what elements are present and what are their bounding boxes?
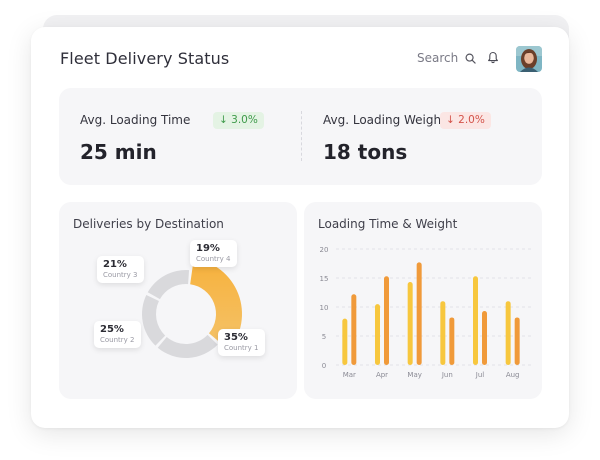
segment-percent: 21% (103, 259, 127, 270)
donut-segment-country-2[interactable] (157, 334, 218, 358)
dashboard-card: Fleet Delivery Status Search Avg. Loadin… (31, 27, 569, 428)
stat-loading-weight-value: 18 tons (323, 140, 408, 164)
page-title: Fleet Delivery Status (60, 49, 230, 68)
stat-loading-time-label: Avg. Loading Time (80, 113, 191, 127)
segment-percent: 19% (196, 243, 220, 254)
bell-icon[interactable] (487, 51, 499, 64)
segment-label-country-1: 35% Country 1 (218, 329, 265, 356)
bar-aug-series-1[interactable] (505, 301, 511, 365)
chart-title: Loading Time & Weight (318, 217, 458, 231)
bar-jun-series-1[interactable] (440, 301, 446, 365)
destination-title: Deliveries by Destination (73, 217, 224, 231)
segment-percent: 25% (100, 324, 124, 335)
x-tick-label: Aug (506, 371, 520, 379)
x-tick-label: May (407, 371, 421, 379)
bar-jun-series-2[interactable] (449, 317, 455, 365)
stat-loading-time-value: 25 min (80, 140, 157, 164)
segment-label-country-3: 21% Country 3 (97, 256, 144, 283)
loading-chart-panel: Loading Time & Weight 0 5 10 15 20 Mar Apr May J… (304, 202, 542, 399)
donut-chart (141, 258, 243, 358)
avatar-icon (516, 46, 542, 72)
segment-country: Country 4 (196, 255, 231, 263)
bar-apr-series-1[interactable] (375, 304, 380, 365)
x-tick-label: Mar (343, 371, 356, 379)
bar-chart: 0 5 10 15 20 Mar Apr May Jun Jul Aug (320, 246, 532, 379)
stat-loading-time-change: ↓ 3.0% (213, 112, 264, 129)
search-label: Search (417, 51, 459, 65)
segment-label-country-2: 25% Country 2 (94, 321, 141, 348)
stats-divider (301, 111, 302, 161)
segment-label-country-4: 19% Country 4 (190, 240, 237, 267)
bar-may-series-2[interactable] (416, 262, 422, 365)
segment-percent: 35% (224, 332, 248, 343)
stat-loading-weight-label: Avg. Loading Weight (323, 113, 446, 127)
bar-apr-series-2[interactable] (384, 276, 389, 365)
bar-may-series-1[interactable] (407, 282, 413, 365)
segment-country: Country 3 (103, 271, 138, 279)
y-tick-label: 0 (322, 362, 326, 370)
destination-panel: Deliveries by Destination 21% Country 3 … (59, 202, 297, 399)
y-tick-label: 15 (320, 275, 329, 283)
x-tick-label: Jun (441, 371, 453, 379)
x-tick-label: Apr (376, 371, 388, 379)
y-tick-label: 10 (320, 304, 329, 312)
donut-segment-country-4[interactable] (147, 270, 190, 300)
bar-aug-series-2[interactable] (514, 317, 520, 365)
y-tick-label: 5 (322, 333, 326, 341)
donut-segment-country-3[interactable] (141, 294, 166, 346)
segment-country: Country 1 (224, 344, 259, 352)
segment-country: Country 2 (100, 336, 135, 344)
bar-jul-series-2[interactable] (482, 311, 487, 365)
user-avatar[interactable] (516, 46, 542, 72)
y-tick-label: 20 (320, 246, 329, 254)
bar-mar-series-2[interactable] (351, 294, 357, 365)
bar-mar-series-1[interactable] (342, 318, 348, 365)
x-tick-label: Jul (475, 371, 485, 379)
search-button[interactable]: Search (417, 51, 476, 65)
bar-jul-series-1[interactable] (473, 276, 478, 365)
stat-loading-weight-change: ↓ 2.0% (440, 112, 491, 129)
search-icon (465, 53, 476, 64)
stats-panel: Avg. Loading Time ↓ 3.0% 25 min Avg. Loa… (59, 88, 542, 185)
donut-segment-country-1[interactable] (190, 258, 243, 350)
